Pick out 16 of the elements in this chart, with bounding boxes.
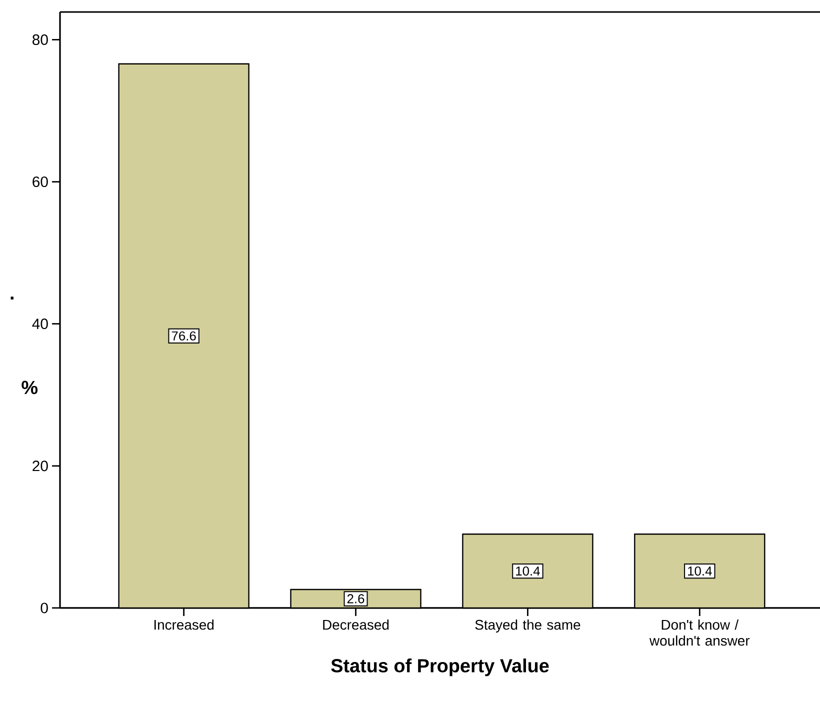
text: .	[10, 296, 14, 300]
x-tick-label: Decreased	[323, 620, 389, 630]
y-tick-label: 80	[32, 34, 48, 45]
data-label: 2.6	[347, 594, 364, 604]
y-tick-label: 40	[32, 318, 48, 330]
data-label: 10.4	[516, 566, 540, 576]
x-tick-label: Don't know / wouldn't answer	[649, 620, 750, 646]
y-tick-label: 0	[40, 602, 48, 614]
y-tick-label: 20	[32, 460, 48, 472]
y-tick-label: 60	[32, 176, 48, 188]
x-axis-title: Status of Property Value	[331, 658, 549, 676]
data-label: 10.4	[688, 566, 712, 576]
y-axis-title: %	[22, 380, 38, 394]
data-label: 76.6	[172, 331, 196, 340]
x-tick-label: Increased	[154, 620, 214, 630]
x-tick-label: Stayed the same	[475, 620, 580, 633]
